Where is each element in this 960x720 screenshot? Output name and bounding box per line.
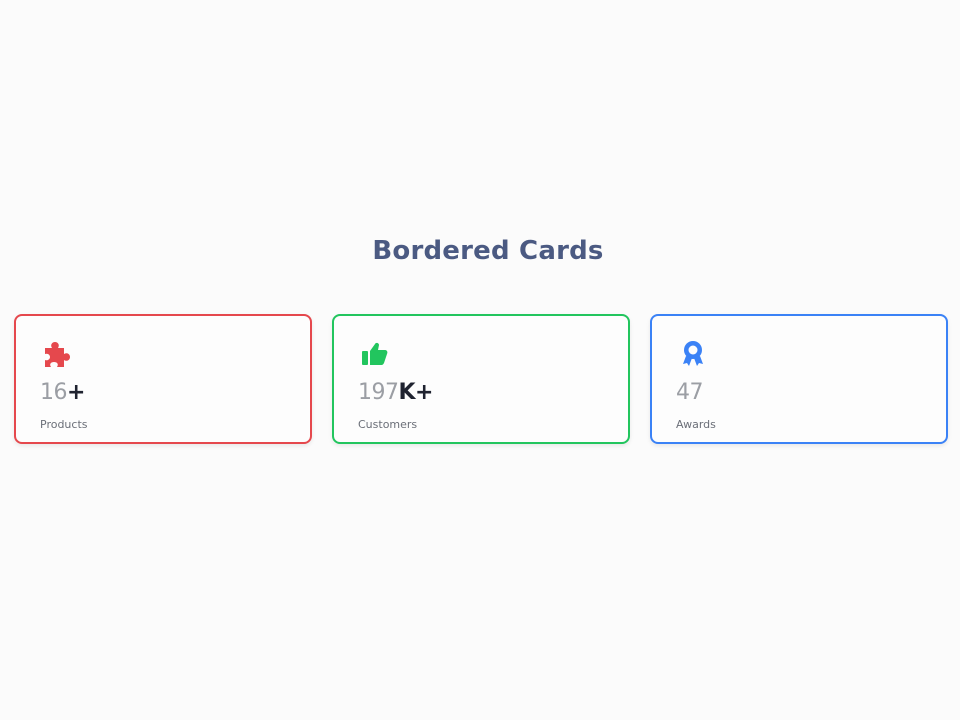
card-awards: 47 Awards	[650, 314, 948, 444]
award-icon	[683, 341, 703, 366]
stat-value: 47	[676, 380, 704, 405]
card-customers: 197K+ Customers	[332, 314, 630, 444]
stat-value: 16+	[40, 380, 85, 405]
thumbs-up-icon	[362, 342, 388, 365]
page-title: Bordered Cards	[372, 236, 604, 266]
stat-label: Awards	[676, 418, 716, 431]
stat-value: 197K+	[358, 380, 433, 405]
stat-label: Customers	[358, 418, 418, 431]
stat-label: Products	[40, 418, 88, 431]
card-products: 16+ Products	[14, 314, 312, 444]
puzzle-icon	[45, 342, 70, 367]
